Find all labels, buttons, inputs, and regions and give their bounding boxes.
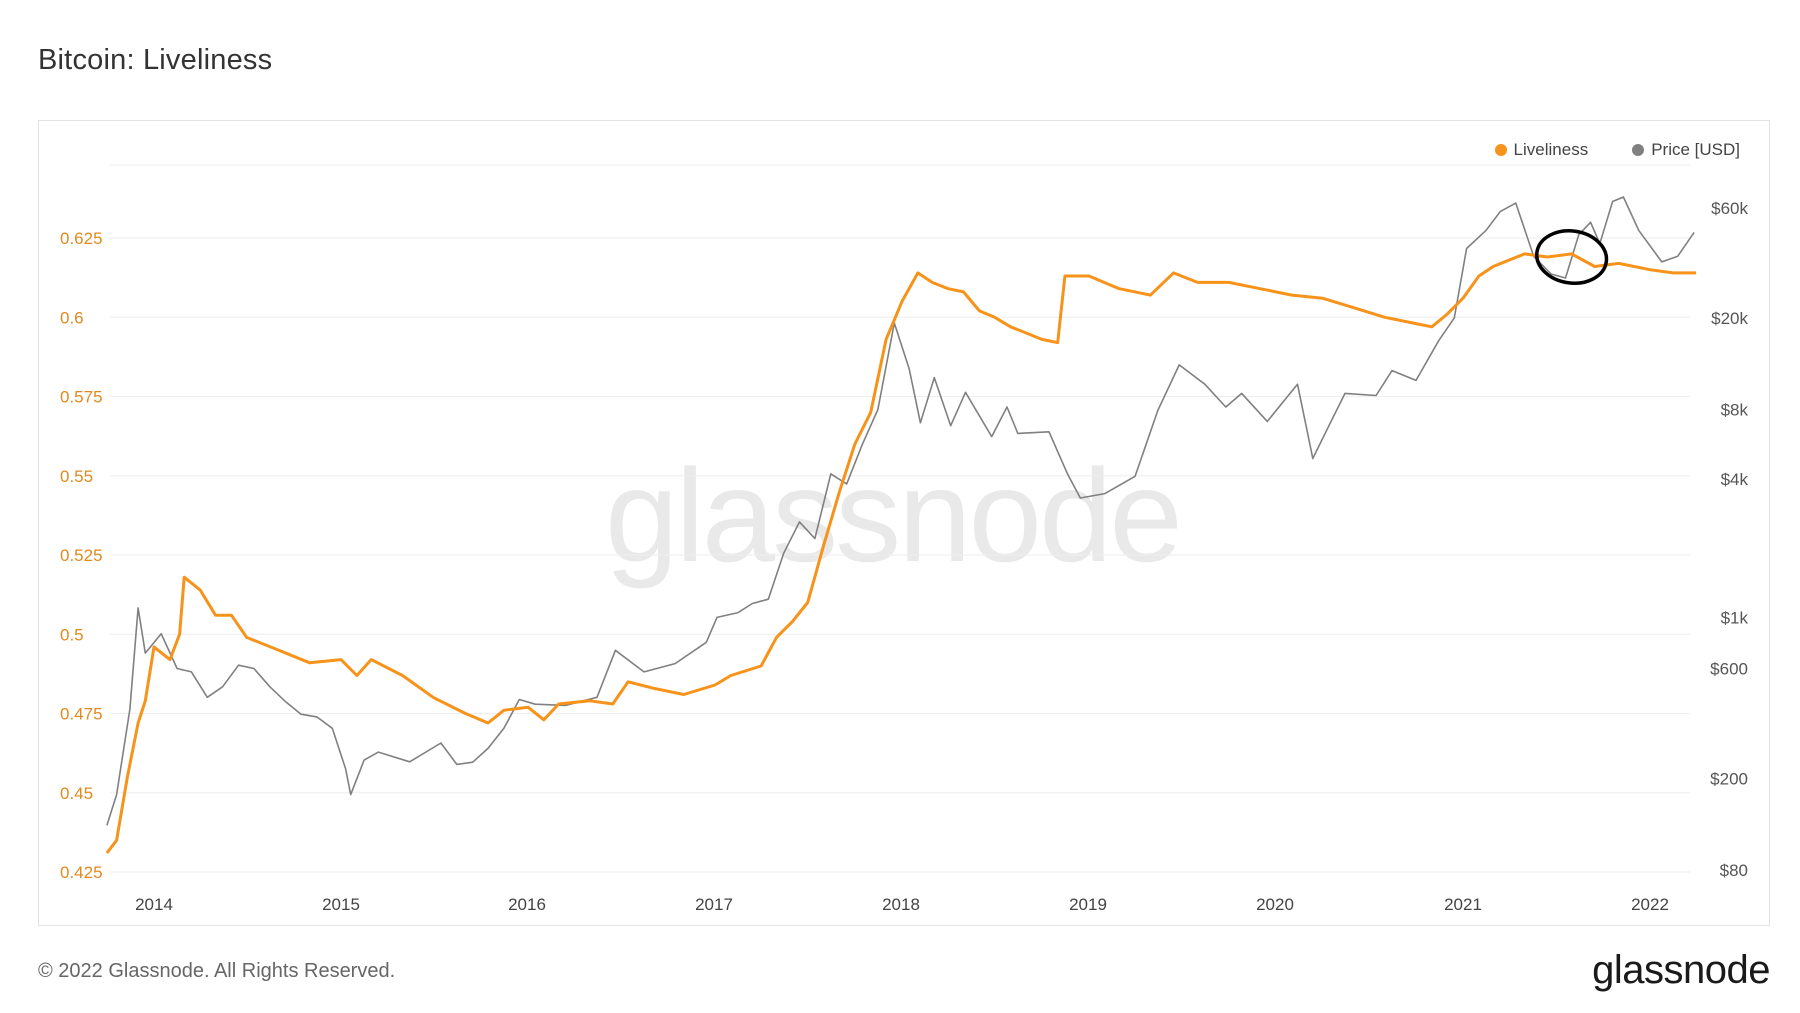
right-axis-tick-label: $200: [1710, 769, 1748, 788]
left-axis-tick-label: 0.6: [60, 308, 84, 327]
price-swatch-icon: [1632, 144, 1645, 156]
legend: Liveliness Price [USD]: [1494, 140, 1740, 160]
left-axis-tick-label: 0.525: [60, 546, 103, 565]
annotation-ellipse: [1535, 229, 1609, 285]
right-axis-tick-label: $80: [1720, 861, 1748, 880]
grid-lines: [110, 164, 1690, 873]
series-line-liveliness: [105, 252, 1697, 854]
x-axis-tick-label: 2017: [695, 895, 733, 914]
left-axis-tick-label: 0.5: [60, 625, 84, 644]
right-axis-tick-label: $600: [1710, 660, 1748, 679]
legend-label-price: Price [USD]: [1651, 140, 1740, 159]
left-axis-tick-label: 0.45: [60, 784, 93, 803]
legend-item-liveliness[interactable]: Liveliness: [1494, 140, 1589, 160]
left-axis: 0.625 0.6 0.575 0.55 0.525 0.5 0.475 0.45 0.425: [60, 229, 103, 882]
legend-label-liveliness: Liveliness: [1513, 140, 1589, 159]
left-axis-tick-label: 0.625: [60, 229, 103, 248]
right-axis-tick-label: $8k: [1721, 400, 1749, 419]
legend-item-price[interactable]: Price [USD]: [1632, 140, 1740, 160]
copyright-text: © 2022 Glassnode. All Rights Reserved.: [38, 960, 396, 982]
page-title: Bitcoin: Liveliness: [38, 44, 273, 76]
x-axis-tick-label: 2021: [1444, 895, 1482, 914]
x-axis-tick-label: 2020: [1256, 895, 1294, 914]
right-axis-tick-label: $1k: [1721, 608, 1749, 627]
right-axis-tick-label: $4k: [1721, 470, 1749, 489]
liveliness-swatch-icon: [1494, 144, 1507, 156]
right-axis-tick-label: $20k: [1711, 309, 1748, 328]
chart-panel: [38, 120, 1770, 926]
series-line-price: [106, 196, 1695, 826]
watermark: glassnode: [605, 442, 1183, 589]
right-axis-tick-label: $60k: [1711, 199, 1748, 218]
x-axis-tick-label: 2014: [135, 895, 173, 914]
left-axis-tick-label: 0.425: [60, 863, 103, 882]
x-axis-tick-label: 2022: [1631, 895, 1669, 914]
left-axis-tick-label: 0.475: [60, 705, 103, 724]
left-axis-tick-label: 0.575: [60, 388, 103, 407]
brand-logo: glassnode: [1592, 948, 1770, 992]
x-axis-tick-label: 2018: [882, 895, 920, 914]
x-axis-tick-label: 2015: [322, 895, 360, 914]
right-axis: $60k $20k $8k $4k $1k $600 $200 $80: [1710, 199, 1748, 880]
left-axis-tick-label: 0.55: [60, 467, 93, 486]
x-axis-tick-label: 2016: [508, 895, 546, 914]
x-axis-tick-label: 2019: [1069, 895, 1107, 914]
x-axis: 2014 2015 2016 2017 2018 2019 2020 2021 2022: [135, 895, 1669, 914]
